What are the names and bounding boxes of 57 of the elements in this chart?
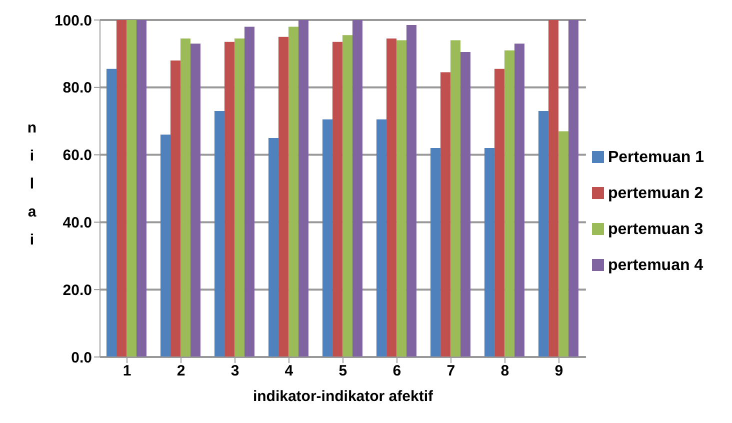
bar bbox=[268, 138, 278, 357]
y-tick-label: 60.0 bbox=[62, 147, 92, 164]
bar bbox=[116, 20, 126, 357]
x-tick-label: 4 bbox=[284, 362, 294, 380]
bar bbox=[460, 52, 470, 357]
bar bbox=[278, 36, 288, 357]
bar bbox=[322, 119, 332, 357]
bar bbox=[352, 20, 362, 357]
bar bbox=[298, 20, 308, 357]
bar bbox=[440, 72, 450, 357]
bar bbox=[190, 44, 200, 357]
bar bbox=[342, 35, 352, 357]
y-axis-title: nilai bbox=[27, 120, 37, 248]
x-axis-title: indikator-indikator afektif bbox=[252, 388, 434, 405]
bar bbox=[288, 26, 298, 357]
x-tick-label: 3 bbox=[230, 362, 240, 380]
bar bbox=[332, 42, 342, 357]
y-tick-label: 0.0 bbox=[71, 349, 92, 366]
bar bbox=[406, 25, 416, 357]
bar bbox=[234, 38, 244, 357]
bar bbox=[136, 20, 146, 357]
bar bbox=[126, 20, 136, 357]
bar bbox=[244, 26, 254, 357]
bar bbox=[514, 44, 524, 357]
bar bbox=[106, 68, 116, 357]
x-tick-label: 1 bbox=[122, 362, 132, 380]
x-tick-label: 9 bbox=[554, 362, 564, 380]
x-tick-label: 2 bbox=[176, 362, 186, 380]
legend-label: pertemuan 2 bbox=[608, 184, 704, 202]
bar bbox=[396, 40, 406, 357]
bar bbox=[548, 20, 558, 357]
bar bbox=[180, 38, 190, 357]
bar bbox=[484, 148, 494, 357]
bar bbox=[494, 68, 504, 357]
bar bbox=[386, 38, 396, 357]
legend-label: pertemuan 4 bbox=[608, 256, 704, 274]
y-tick-label: 40.0 bbox=[62, 214, 92, 232]
bar bbox=[224, 42, 234, 357]
legend-label: pertemuan 3 bbox=[608, 220, 704, 238]
bar bbox=[568, 20, 578, 357]
x-tick-label: 6 bbox=[392, 362, 402, 380]
bar bbox=[170, 60, 180, 357]
bar bbox=[504, 50, 514, 357]
x-tick-label: 5 bbox=[338, 362, 348, 380]
y-tick-label: 20.0 bbox=[62, 282, 92, 299]
bar bbox=[430, 148, 440, 357]
bar bbox=[538, 110, 548, 357]
bar bbox=[450, 40, 460, 357]
bar bbox=[160, 134, 170, 357]
y-tick-label: 80.0 bbox=[62, 80, 92, 97]
x-tick-label: 8 bbox=[500, 362, 510, 380]
x-tick-label: 7 bbox=[446, 362, 456, 380]
bar bbox=[376, 119, 386, 357]
bar bbox=[558, 131, 568, 357]
legend-label: Pertemuan 1 bbox=[608, 148, 704, 166]
y-tick-label: 100.0 bbox=[54, 12, 92, 30]
bar bbox=[214, 110, 224, 357]
